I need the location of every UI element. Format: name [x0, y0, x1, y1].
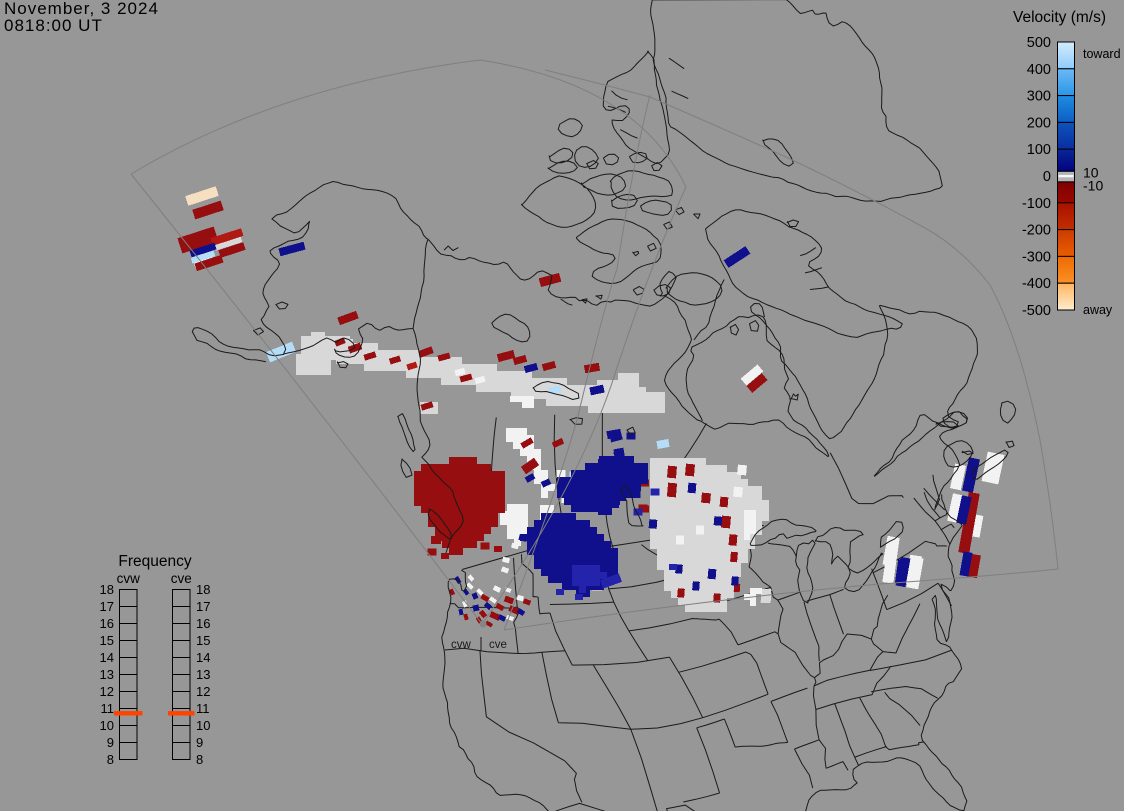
svg-text:0: 0 — [1043, 169, 1051, 185]
svg-text:16: 16 — [100, 616, 114, 631]
svg-text:cvw: cvw — [117, 571, 141, 586]
svg-text:Frequency: Frequency — [118, 553, 191, 570]
svg-text:10: 10 — [1083, 164, 1099, 180]
svg-text:11: 11 — [101, 701, 115, 716]
svg-text:12: 12 — [196, 684, 210, 699]
svg-text:12: 12 — [100, 684, 114, 699]
svg-text:9: 9 — [107, 735, 114, 750]
svg-text:300: 300 — [1027, 89, 1051, 105]
svg-text:8: 8 — [107, 752, 114, 767]
svg-text:15: 15 — [196, 633, 210, 648]
svg-text:400: 400 — [1027, 62, 1051, 78]
svg-text:0818:00 UT: 0818:00 UT — [4, 16, 103, 35]
svg-text:17: 17 — [100, 599, 114, 614]
svg-text:toward: toward — [1083, 47, 1121, 61]
svg-text:13: 13 — [196, 667, 210, 682]
svg-text:15: 15 — [100, 633, 114, 648]
svg-text:14: 14 — [196, 650, 210, 665]
svg-text:-100: -100 — [1022, 196, 1051, 212]
svg-text:away: away — [1083, 303, 1113, 317]
svg-text:-400: -400 — [1022, 276, 1051, 292]
svg-text:18: 18 — [100, 582, 114, 597]
svg-text:Velocity (m/s): Velocity (m/s) — [1013, 9, 1106, 26]
svg-text:14: 14 — [100, 650, 114, 665]
svg-text:9: 9 — [196, 735, 203, 750]
svg-text:8: 8 — [196, 752, 203, 767]
svg-text:cve: cve — [171, 571, 192, 586]
svg-text:100: 100 — [1027, 142, 1051, 158]
svg-text:17: 17 — [196, 599, 210, 614]
svg-text:-200: -200 — [1022, 223, 1051, 239]
svg-text:11: 11 — [196, 701, 210, 716]
svg-text:200: 200 — [1027, 115, 1051, 131]
svg-text:13: 13 — [100, 667, 114, 682]
svg-text:500: 500 — [1027, 35, 1051, 51]
svg-text:10: 10 — [196, 718, 210, 733]
svg-text:cve: cve — [489, 639, 507, 651]
svg-text:-500: -500 — [1022, 303, 1051, 319]
svg-text:-300: -300 — [1022, 249, 1051, 265]
svg-text:18: 18 — [196, 582, 210, 597]
svg-text:cvw: cvw — [451, 639, 472, 651]
svg-text:November, 3 2024: November, 3 2024 — [4, 0, 159, 18]
svg-text:10: 10 — [100, 718, 114, 733]
svg-text:16: 16 — [196, 616, 210, 631]
svg-text:-10: -10 — [1083, 178, 1103, 194]
